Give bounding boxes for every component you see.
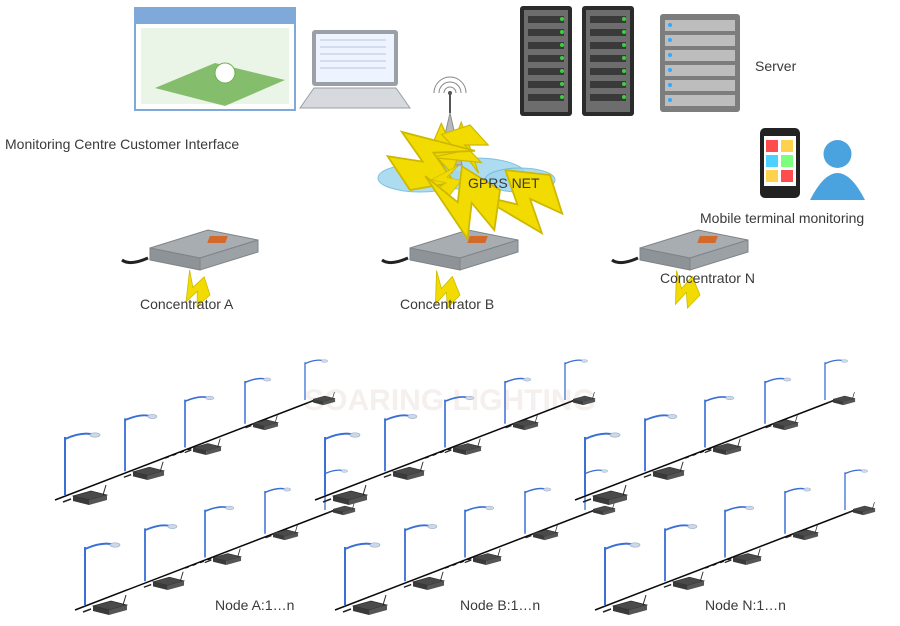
node-n-label: Node N:1…n [705,597,786,613]
node-a-label: Node A:1…n [215,597,294,613]
server-label: Server [755,58,796,74]
mobile-terminal-label: Mobile terminal monitoring [700,210,864,226]
server-towers-icon [520,6,634,116]
node-b-label: Node B:1…n [460,597,540,613]
monitoring-centre-label: Monitoring Centre Customer Interface [5,136,239,152]
antenna-icon [434,77,466,165]
street-light-nodes [55,360,875,615]
concentrator-n-label: Concentrator N [660,270,755,286]
watermark: SOARING LIGHTING [304,384,596,417]
phone-icon [760,128,800,198]
server-rack-icon [660,14,740,112]
person-icon [810,140,865,200]
concentrator-a-label: Concentrator A [140,296,233,312]
concentrators [122,230,748,270]
concentrator-b-label: Concentrator B [400,296,494,312]
laptop-icon [300,30,410,108]
gprs-net-label: GPRS NET [468,175,540,191]
monitoring-screen-icon [135,8,295,110]
lightning-bolts [173,110,705,313]
